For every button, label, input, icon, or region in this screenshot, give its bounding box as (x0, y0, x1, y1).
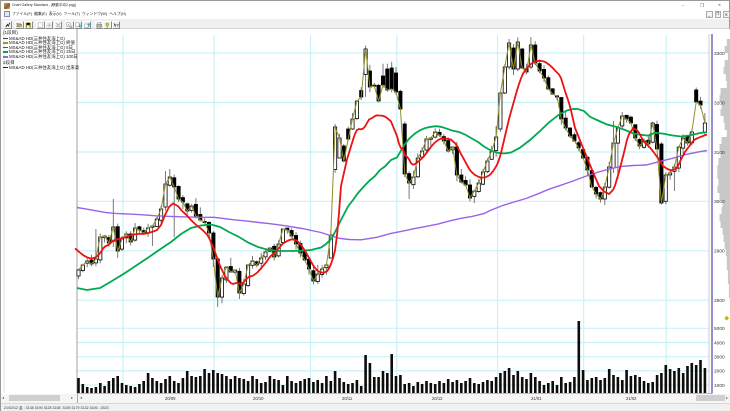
svg-text:2800: 2800 (714, 298, 725, 304)
svg-text:2900: 2900 (714, 249, 725, 255)
svg-text:4000: 4000 (714, 340, 725, 346)
svg-text:3200: 3200 (714, 100, 725, 106)
svg-text:3000: 3000 (714, 355, 725, 361)
svg-text:3100: 3100 (714, 150, 725, 156)
svg-text:?: ? (116, 22, 119, 27)
svg-text:5000: 5000 (714, 326, 725, 332)
svg-text:1000: 1000 (714, 383, 725, 389)
svg-text:2000: 2000 (714, 369, 725, 375)
svg-text:3000: 3000 (714, 199, 725, 205)
svg-text:3300: 3300 (714, 51, 725, 57)
